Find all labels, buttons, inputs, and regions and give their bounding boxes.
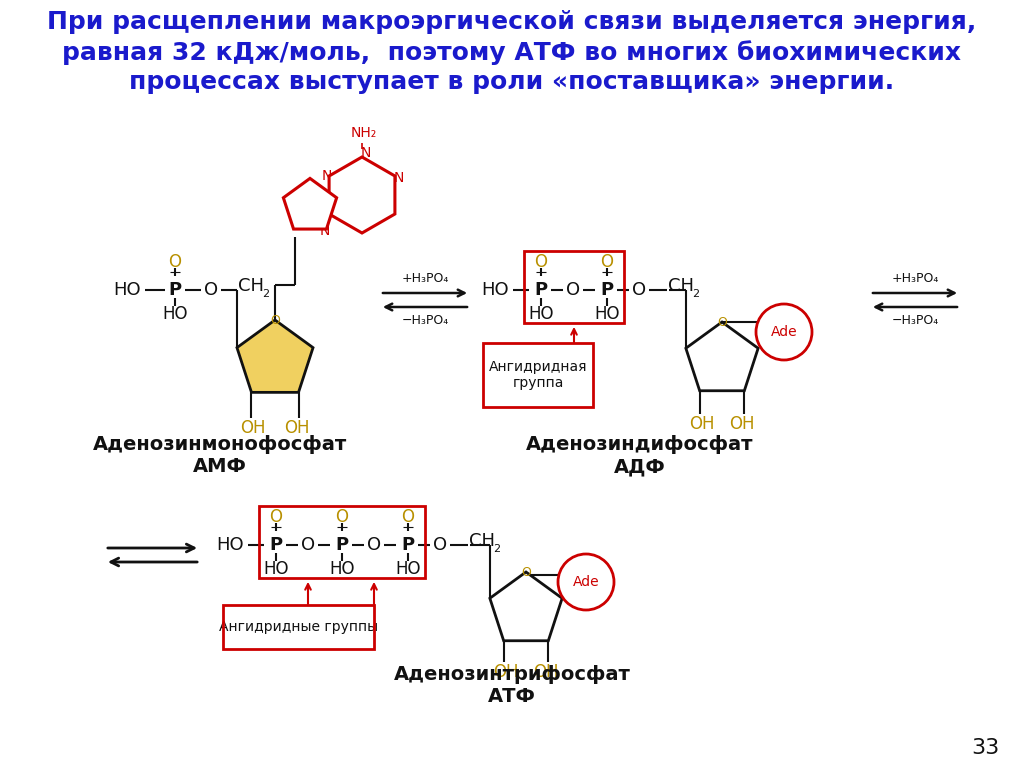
Text: HO: HO (216, 536, 244, 554)
Text: O: O (433, 536, 447, 554)
Text: CH: CH (469, 532, 495, 550)
Text: 2: 2 (494, 544, 501, 554)
Text: Аденозинмонофосфат
АМФ: Аденозинмонофосфат АМФ (93, 435, 347, 476)
Text: O: O (169, 253, 181, 271)
Text: При расщеплении макроэргической связи выделяется энергия,
равная 32 кДж/моль,  п: При расщеплении макроэргической связи вы… (47, 10, 977, 94)
Text: Аденозинтрифосфат
АТФ: Аденозинтрифосфат АТФ (393, 665, 631, 706)
Text: P: P (168, 281, 181, 299)
Polygon shape (329, 157, 395, 233)
Text: Ade: Ade (771, 325, 798, 339)
Text: O: O (632, 281, 646, 299)
Text: OH: OH (494, 663, 519, 681)
Text: P: P (600, 281, 613, 299)
Text: O: O (600, 253, 613, 271)
Text: −H₃PO₄: −H₃PO₄ (891, 314, 939, 328)
Text: OH: OH (729, 415, 755, 433)
Text: NH₂: NH₂ (351, 126, 377, 140)
Text: HO: HO (263, 560, 289, 578)
Polygon shape (686, 322, 758, 390)
Text: N: N (393, 171, 404, 185)
Text: Ангидридные группы: Ангидридные группы (219, 620, 378, 634)
Text: HO: HO (395, 560, 421, 578)
Text: P: P (535, 281, 548, 299)
Text: +H₃PO₄: +H₃PO₄ (891, 272, 939, 285)
Polygon shape (284, 179, 337, 229)
Text: O: O (566, 281, 580, 299)
Text: HO: HO (594, 305, 620, 323)
Text: N: N (322, 169, 332, 183)
Text: OH: OH (534, 663, 559, 681)
Text: HO: HO (330, 560, 354, 578)
Text: HO: HO (481, 281, 509, 299)
Text: CH: CH (668, 277, 694, 295)
Text: O: O (367, 536, 381, 554)
Text: 2: 2 (262, 289, 269, 299)
Text: P: P (269, 536, 283, 554)
Text: OH: OH (689, 415, 715, 433)
Text: O: O (270, 314, 280, 327)
Polygon shape (237, 320, 313, 393)
Text: HO: HO (114, 281, 141, 299)
Text: Ангидридная
группа: Ангидридная группа (488, 360, 587, 390)
Text: +H₃PO₄: +H₃PO₄ (401, 272, 449, 285)
Text: P: P (336, 536, 348, 554)
Text: 33: 33 (971, 738, 999, 758)
Text: O: O (401, 508, 415, 526)
Text: 2: 2 (692, 289, 699, 299)
Text: O: O (717, 315, 727, 328)
Text: Ade: Ade (572, 575, 599, 589)
Text: O: O (301, 536, 315, 554)
Text: O: O (269, 508, 283, 526)
Text: O: O (521, 565, 530, 578)
Text: Аденозиндифосфат
АДФ: Аденозиндифосфат АДФ (526, 435, 754, 476)
Text: N: N (360, 146, 371, 160)
Text: N: N (319, 224, 330, 238)
Text: CH: CH (238, 277, 264, 295)
Text: P: P (401, 536, 415, 554)
Text: O: O (204, 281, 218, 299)
Polygon shape (489, 572, 562, 640)
Text: HO: HO (162, 305, 187, 323)
Text: OH: OH (241, 419, 266, 437)
Text: OH: OH (285, 419, 309, 437)
Text: HO: HO (528, 305, 554, 323)
Text: O: O (336, 508, 348, 526)
Text: −H₃PO₄: −H₃PO₄ (401, 314, 449, 328)
Text: O: O (535, 253, 548, 271)
